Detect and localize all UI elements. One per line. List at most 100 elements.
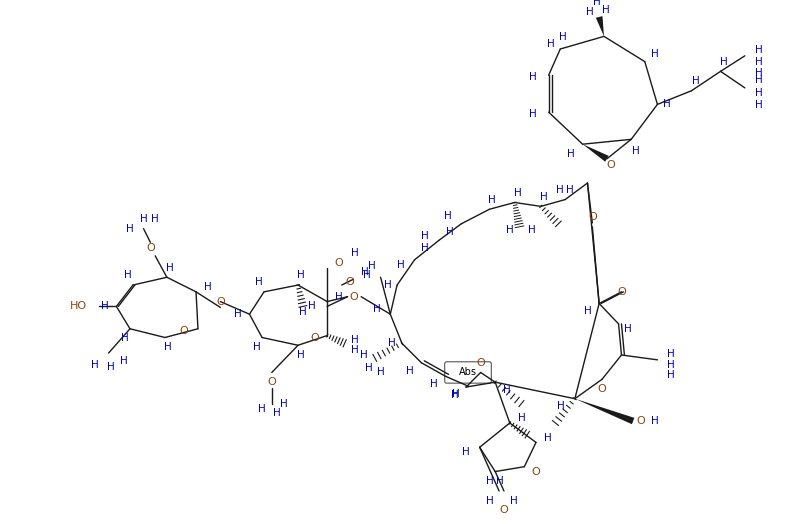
Text: H: H xyxy=(450,390,458,400)
Text: H: H xyxy=(258,405,266,414)
Text: H: H xyxy=(557,401,566,411)
Text: H: H xyxy=(663,100,671,110)
Text: H: H xyxy=(489,194,496,204)
Text: H: H xyxy=(692,76,700,86)
Text: H: H xyxy=(485,496,493,506)
Text: H: H xyxy=(667,349,675,359)
Text: H: H xyxy=(528,225,536,235)
Text: Abs: Abs xyxy=(459,367,477,377)
Text: H: H xyxy=(308,301,316,311)
Text: H: H xyxy=(517,413,525,423)
Text: O: O xyxy=(146,243,155,253)
Text: H: H xyxy=(280,399,288,409)
Text: O: O xyxy=(477,358,485,368)
Text: H: H xyxy=(584,306,591,316)
Text: H: H xyxy=(453,389,461,399)
Text: O: O xyxy=(588,212,597,222)
Text: O: O xyxy=(617,287,626,297)
Text: O: O xyxy=(335,258,343,268)
Text: H: H xyxy=(360,350,368,360)
Text: H: H xyxy=(444,211,452,221)
Text: H: H xyxy=(650,416,658,426)
Text: H: H xyxy=(625,324,632,334)
Text: H: H xyxy=(540,192,548,202)
Text: H: H xyxy=(406,366,413,376)
Text: H: H xyxy=(126,224,134,234)
Text: H: H xyxy=(361,267,369,277)
Text: O: O xyxy=(349,292,358,302)
Text: H: H xyxy=(120,356,128,366)
Text: H: H xyxy=(335,292,343,302)
Text: H: H xyxy=(203,282,211,292)
Text: H: H xyxy=(368,260,376,270)
Text: H: H xyxy=(352,345,359,355)
Text: H: H xyxy=(602,5,610,15)
Text: H: H xyxy=(755,57,763,67)
Text: HO: HO xyxy=(70,301,87,311)
Polygon shape xyxy=(596,16,604,36)
Text: H: H xyxy=(445,226,453,237)
Text: O: O xyxy=(345,277,354,287)
Text: H: H xyxy=(253,342,261,352)
Text: H: H xyxy=(755,75,763,85)
Text: H: H xyxy=(166,263,174,272)
Text: H: H xyxy=(376,367,384,377)
Text: H: H xyxy=(139,214,147,224)
Text: H: H xyxy=(372,304,380,314)
Text: H: H xyxy=(388,339,396,348)
Text: H: H xyxy=(352,335,359,345)
Text: H: H xyxy=(107,362,115,372)
Text: H: H xyxy=(667,359,675,370)
Text: H: H xyxy=(506,225,513,235)
Text: H: H xyxy=(529,72,537,82)
Text: H: H xyxy=(421,231,429,241)
Text: H: H xyxy=(586,7,594,17)
Text: O: O xyxy=(310,333,319,343)
Text: H: H xyxy=(496,476,504,486)
Text: H: H xyxy=(594,0,601,7)
Text: H: H xyxy=(632,146,640,156)
Text: H: H xyxy=(529,109,537,119)
Polygon shape xyxy=(582,144,609,162)
Text: H: H xyxy=(650,49,658,59)
Text: H: H xyxy=(755,68,763,78)
Text: H: H xyxy=(297,270,305,280)
Text: H: H xyxy=(430,379,438,389)
Text: H: H xyxy=(299,307,307,317)
Text: H: H xyxy=(101,301,109,311)
Text: H: H xyxy=(559,32,567,42)
Text: H: H xyxy=(273,408,280,418)
Text: H: H xyxy=(397,260,405,270)
Text: H: H xyxy=(566,185,574,195)
Text: H: H xyxy=(755,88,763,97)
Text: H: H xyxy=(256,277,263,287)
Text: O: O xyxy=(606,160,615,170)
Text: H: H xyxy=(557,185,564,195)
Text: H: H xyxy=(544,432,552,443)
Text: H: H xyxy=(719,57,727,67)
Text: O: O xyxy=(500,506,509,516)
Text: H: H xyxy=(363,270,371,280)
Text: O: O xyxy=(216,297,225,307)
Text: H: H xyxy=(124,270,132,280)
Text: H: H xyxy=(297,350,305,360)
Polygon shape xyxy=(575,399,634,424)
Text: H: H xyxy=(755,45,763,55)
Text: H: H xyxy=(121,333,129,343)
Text: H: H xyxy=(164,342,171,352)
Text: H: H xyxy=(151,214,159,224)
Text: O: O xyxy=(532,466,541,476)
Text: O: O xyxy=(179,326,187,336)
Text: H: H xyxy=(513,188,521,198)
Text: H: H xyxy=(352,248,359,258)
Text: H: H xyxy=(365,363,372,373)
Text: H: H xyxy=(667,370,675,380)
Text: H: H xyxy=(503,385,511,395)
Text: H: H xyxy=(421,243,429,253)
Text: H: H xyxy=(547,39,554,49)
Text: H: H xyxy=(91,359,99,370)
Text: H: H xyxy=(755,101,763,111)
Text: H: H xyxy=(462,447,470,457)
Text: H: H xyxy=(567,149,575,159)
Text: O: O xyxy=(598,384,606,394)
